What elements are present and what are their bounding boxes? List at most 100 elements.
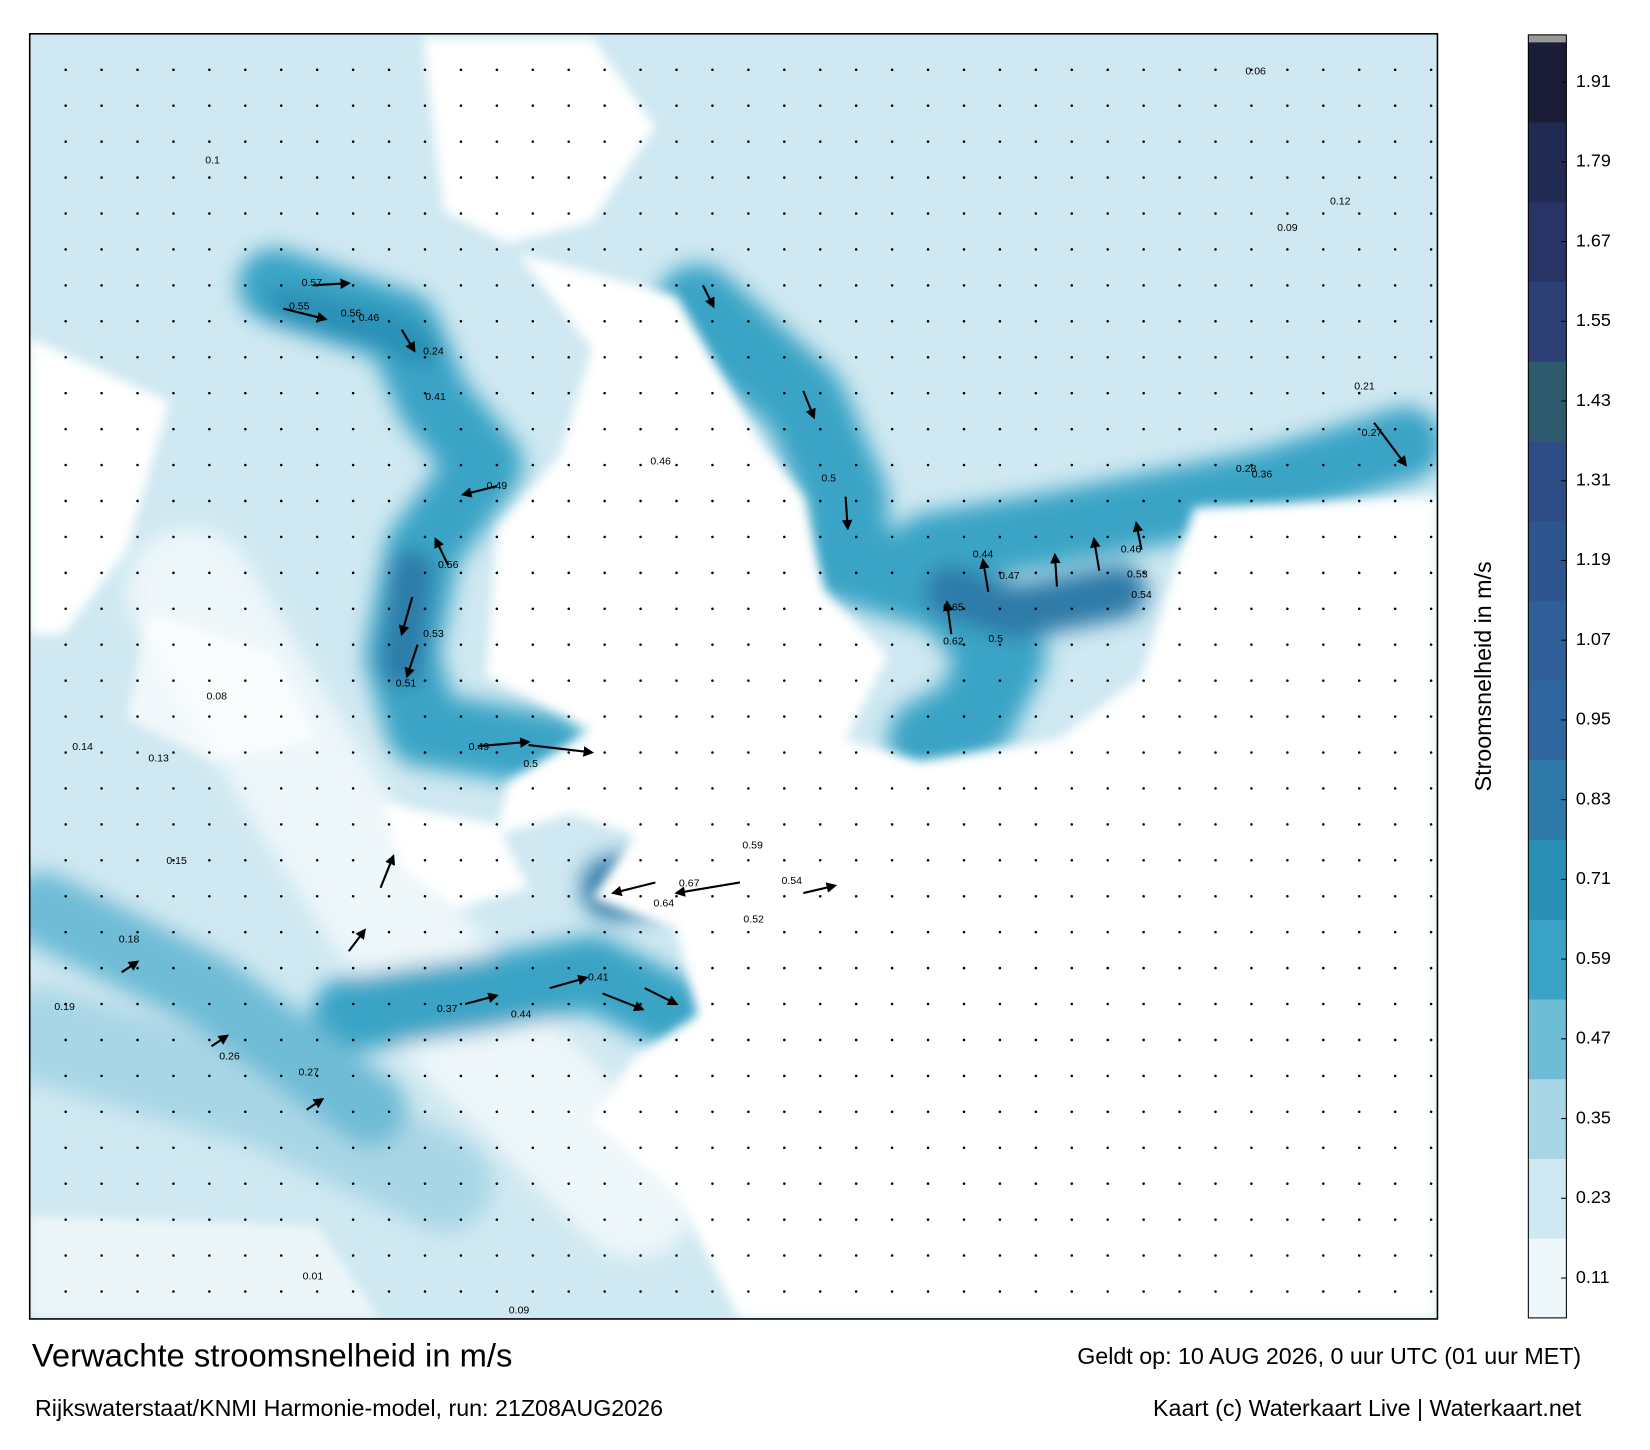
vector-dot [1214,499,1217,503]
vector-dot [1250,607,1253,611]
vector-dot [1142,1002,1145,1006]
vector-dot [675,1218,678,1221]
vector-dot [675,1254,678,1257]
vector-dot [603,823,606,826]
vector-dot [279,751,283,754]
vector-dot [998,68,1002,72]
vector-dot [639,248,642,251]
colorbar-band [1528,1078,1567,1159]
vector-dot [1250,1218,1253,1221]
vector-dot [100,248,103,251]
vector-dot [1106,1038,1109,1042]
colorbar-tick-label: 0.47 [1576,1028,1611,1048]
vector-dot [711,930,714,934]
vector-dot [567,355,570,359]
vector-dot [495,68,499,72]
vector-dot [711,104,714,107]
vector-dot [531,320,535,323]
arrow [464,992,499,1006]
vector-dot [315,1002,319,1006]
vector-dot [315,1254,319,1257]
arrow [644,987,679,1005]
vector-dot [890,355,894,359]
vector-dot [783,427,786,431]
vector-dot [1142,966,1145,970]
vector-dot [531,715,535,718]
vector-dot [1106,823,1109,826]
vector-dot [1178,859,1181,862]
vector-dot [890,1074,894,1078]
vector-dot [675,894,678,898]
vector-dot [1286,1002,1289,1006]
vector-dot [1286,68,1289,72]
vector-dot [1322,930,1325,934]
vector-dot [1214,1002,1217,1006]
vector-dot [351,212,355,215]
vector-dot [423,930,427,934]
vector-dot [495,320,499,323]
vector-dot [998,212,1002,215]
vector-dot [208,391,211,395]
vector-dot [998,1182,1002,1185]
vector-dot [890,1002,894,1006]
colorbar-band [1528,839,1567,920]
vector-dot [279,1038,283,1042]
vector-dot [1142,535,1145,539]
vector-dot [1357,284,1361,287]
vector-dot [244,499,247,503]
vector-dot [747,643,750,646]
vector-dot [423,212,427,215]
vector-dot [747,823,750,826]
vector-dot [459,355,463,359]
vector-dot [854,212,858,215]
vector-dot [1214,679,1217,682]
vector-dot [854,643,858,646]
vector-dot [423,1146,427,1150]
land [29,38,1438,1319]
vector-dot [1178,571,1181,575]
vector-dot [1070,320,1074,323]
vector-dot [459,68,463,72]
vector-dot [279,930,283,934]
arrow [611,881,656,897]
vector-dot [747,391,750,395]
vector-dot [818,140,822,143]
vector-dot [315,176,319,179]
vector-dot [1034,715,1038,718]
vector-dot [279,212,283,215]
vector-dot [1322,535,1325,539]
vector-dot [100,320,103,323]
vector-dot [100,1218,103,1221]
vector-dot [1357,679,1361,682]
vector-dot [998,1218,1002,1221]
vector-dot [1322,1182,1325,1185]
arrow [602,992,645,1012]
vector-dot [315,499,319,503]
vector-dot [531,1290,535,1293]
valid-time: Geldt op: 10 AUG 2026, 0 uur UTC (01 uur… [1077,1343,1581,1369]
vector-dot [531,1182,535,1185]
vector-dot [279,176,283,179]
vector-dot [567,1218,570,1221]
vector-dot [1357,140,1361,143]
vector-dot [64,68,67,72]
arrow [398,596,414,637]
vector-dot [962,68,966,72]
vector-dot [459,966,463,970]
vector-dot [890,1290,894,1293]
vector-dot [351,1074,355,1078]
vector-dot [387,966,391,970]
vector-dot [1034,1146,1038,1150]
vector-dot [1214,1218,1217,1221]
vector-dot [711,715,714,718]
vector-dot [495,966,499,970]
vector-dot [1070,787,1074,790]
vector-dot [890,140,894,143]
vector-dot [531,499,535,503]
vector-dot [495,1074,499,1078]
vector-dot [1034,1218,1038,1221]
vector-dot [64,1146,67,1150]
vector-dot [423,176,427,179]
vector-dot [998,643,1002,646]
vector-dot [603,391,606,395]
